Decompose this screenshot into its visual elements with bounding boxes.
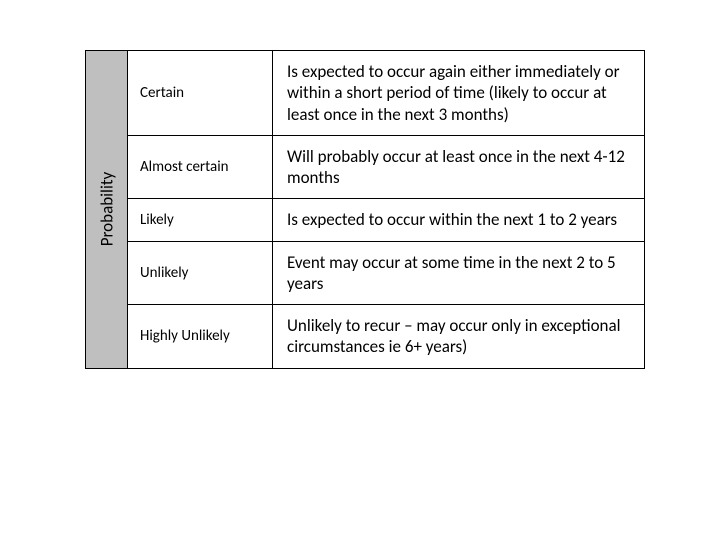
vertical-header-cell: Probability <box>86 51 128 368</box>
level-cell: Highly Unlikely <box>128 305 273 368</box>
table-row: Highly Unlikely Unlikely to recur – may … <box>128 305 644 368</box>
table-row: Likely Is expected to occur within the n… <box>128 199 644 241</box>
table-row: Almost certain Will probably occur at le… <box>128 136 644 200</box>
description-cell: Unlikely to recur – may occur only in ex… <box>273 305 644 368</box>
description-cell: Is expected to occur within the next 1 t… <box>273 199 644 240</box>
probability-table: Probability Certain Is expected to occur… <box>85 50 645 369</box>
description-cell: Is expected to occur again either immedi… <box>273 51 644 135</box>
vertical-header-label: Probability <box>96 172 117 247</box>
description-cell: Will probably occur at least once in the… <box>273 136 644 199</box>
level-cell: Almost certain <box>128 136 273 199</box>
table-body: Certain Is expected to occur again eithe… <box>128 51 644 368</box>
table-row: Unlikely Event may occur at some time in… <box>128 242 644 306</box>
level-cell: Unlikely <box>128 242 273 305</box>
level-cell: Likely <box>128 199 273 240</box>
description-cell: Event may occur at some time in the next… <box>273 242 644 305</box>
table-row: Certain Is expected to occur again eithe… <box>128 51 644 136</box>
level-cell: Certain <box>128 51 273 135</box>
